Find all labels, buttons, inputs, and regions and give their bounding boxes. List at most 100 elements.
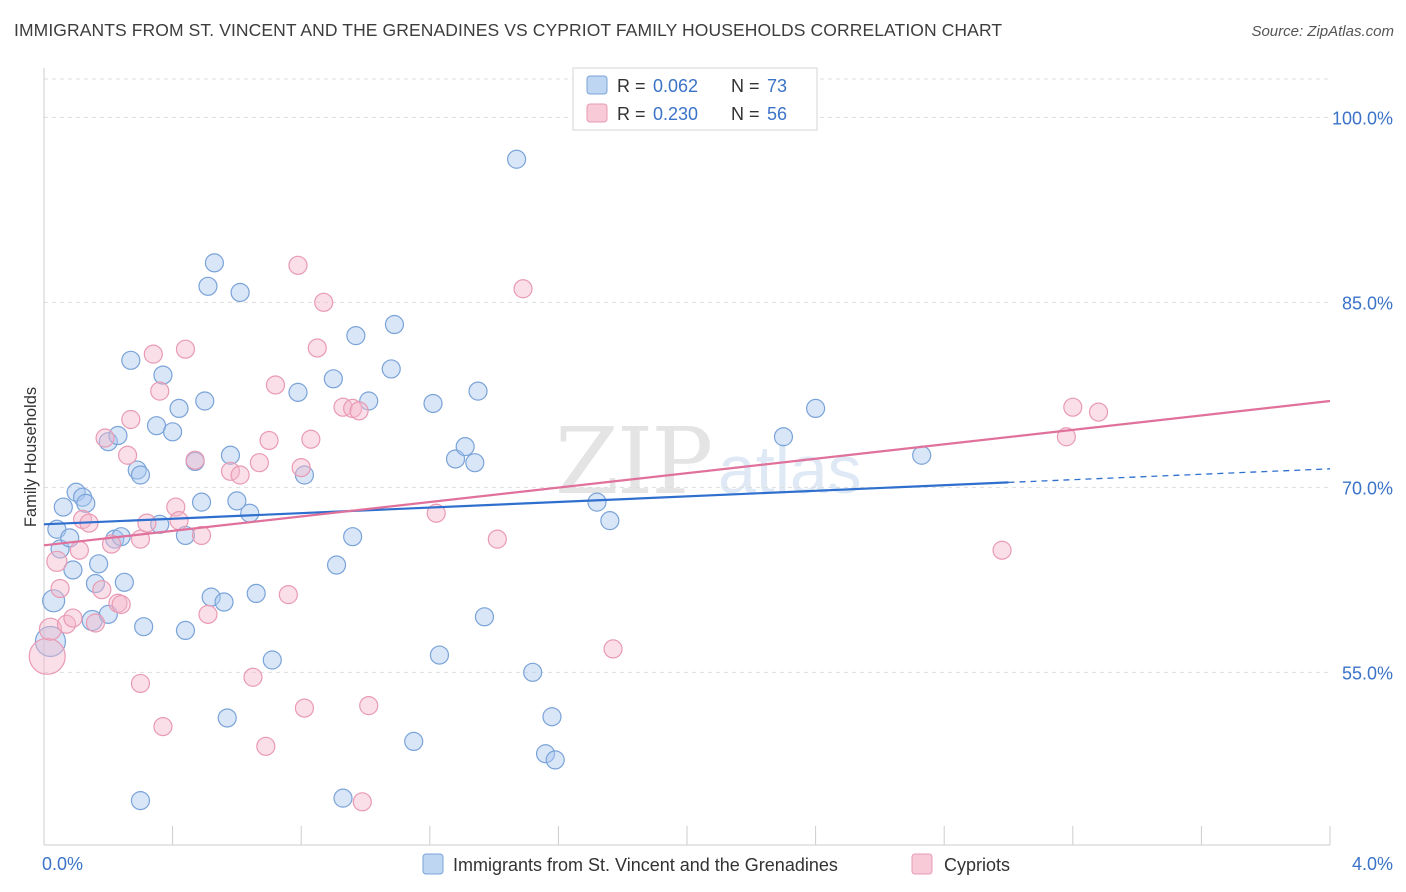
point-pink-17 <box>130 673 151 694</box>
point-blue-52 <box>381 359 401 379</box>
point-pink-1 <box>38 617 63 641</box>
point-pink-36 <box>278 585 298 605</box>
point-blue-67 <box>587 492 607 512</box>
point-pink-13 <box>108 593 128 613</box>
point-pink-43 <box>333 397 353 417</box>
point-blue-58 <box>455 437 475 457</box>
legend-top-r-value-blue: 0.062 <box>653 76 698 96</box>
point-pink-9 <box>85 613 106 633</box>
legend-top-n-label-pink: N = <box>731 104 765 124</box>
point-blue-55 <box>423 393 443 414</box>
point-blue-60 <box>468 381 488 401</box>
point-pink-26 <box>185 450 205 470</box>
point-blue-18 <box>114 572 134 592</box>
point-blue-39 <box>227 491 247 511</box>
point-pink-32 <box>249 453 270 473</box>
point-blue-41 <box>240 503 260 523</box>
point-blue-72 <box>130 790 151 811</box>
series-blue-points <box>34 149 932 811</box>
point-blue-25 <box>153 365 173 385</box>
legend-top-r-value-pink: 0.230 <box>653 104 698 124</box>
point-blue-53 <box>384 314 405 335</box>
y-tick-label-0: 100.0% <box>1332 108 1393 128</box>
point-pink-16 <box>121 409 141 430</box>
point-blue-13 <box>98 432 118 452</box>
point-pink-50 <box>513 279 533 299</box>
point-pink-29 <box>220 461 241 481</box>
point-pink-54 <box>1063 397 1083 417</box>
legend-top-r-label-pink: R = <box>617 104 651 124</box>
trend-lines <box>43 399 1331 547</box>
point-blue-26 <box>163 422 183 442</box>
point-pink-15 <box>117 445 138 465</box>
x-tick-label-1: 4.0% <box>1352 854 1393 874</box>
trend-line-blue-extension <box>1008 468 1331 484</box>
legend-top-n-value-blue: 73 <box>767 76 787 96</box>
legend-top-n-value-pink: 56 <box>767 104 787 124</box>
point-blue-27 <box>169 398 189 418</box>
point-blue-69 <box>773 427 794 447</box>
point-blue-32 <box>195 391 215 411</box>
point-blue-4 <box>53 497 73 517</box>
point-blue-7 <box>66 482 86 502</box>
point-pink-33 <box>256 736 276 756</box>
legend-top-box <box>572 67 818 131</box>
point-blue-0 <box>34 625 67 658</box>
source-note: Source: ZipAtlas.com <box>1251 23 1394 40</box>
x-tick-labels: 0.0% 4.0% <box>42 854 1393 874</box>
legend-top-r-label-blue: R = <box>617 76 651 96</box>
trend-line-pink <box>43 399 1331 547</box>
point-pink-28 <box>198 604 218 624</box>
point-pink-14 <box>111 594 131 615</box>
x-tick-label-0: 0.0% <box>42 854 83 874</box>
x-ticks <box>172 826 1331 845</box>
point-blue-9 <box>76 493 96 513</box>
point-blue-48 <box>333 788 353 808</box>
point-blue-54 <box>404 731 424 752</box>
point-pink-11 <box>95 428 115 448</box>
point-blue-36 <box>214 592 234 612</box>
legend-top: R = 0.062 N = 73 R = 0.230 N = 56 <box>572 67 818 131</box>
point-blue-68 <box>600 511 620 531</box>
point-blue-35 <box>204 253 224 273</box>
point-blue-40 <box>230 282 250 303</box>
point-pink-53 <box>1056 427 1076 447</box>
point-pink-0 <box>28 637 66 675</box>
point-pink-12 <box>101 534 122 554</box>
point-pink-3 <box>50 578 70 599</box>
trend-line-blue <box>43 481 1009 526</box>
point-pink-24 <box>169 511 189 531</box>
legend-top-swatch-pink <box>586 103 608 123</box>
point-blue-37 <box>217 708 237 728</box>
point-pink-22 <box>153 716 173 737</box>
point-blue-49 <box>343 527 363 547</box>
legend-bottom-swatch-blue <box>422 853 444 875</box>
y-tick-label-3: 55.0% <box>1342 663 1393 683</box>
point-blue-12 <box>89 554 109 574</box>
point-pink-47 <box>359 696 379 716</box>
point-pink-49 <box>487 529 507 549</box>
point-blue-64 <box>535 744 556 764</box>
point-blue-47 <box>326 555 347 575</box>
point-pink-52 <box>992 540 1012 560</box>
point-blue-44 <box>288 382 308 402</box>
point-pink-37 <box>288 255 308 275</box>
point-pink-46 <box>352 792 372 812</box>
gridlines <box>44 78 1330 673</box>
point-blue-46 <box>323 369 343 389</box>
point-blue-51 <box>359 391 379 411</box>
point-pink-41 <box>307 338 327 358</box>
point-blue-56 <box>429 645 450 665</box>
point-pink-6 <box>69 540 89 560</box>
point-blue-70 <box>805 398 826 418</box>
point-blue-22 <box>134 617 154 637</box>
legend-top-n-label-blue: N = <box>731 76 765 96</box>
point-blue-31 <box>191 492 212 512</box>
point-pink-27 <box>191 525 212 546</box>
point-pink-25 <box>175 339 196 359</box>
point-blue-21 <box>130 465 151 485</box>
chart-title: IMMIGRANTS FROM ST. VINCENT AND THE GREN… <box>14 20 1003 40</box>
point-blue-62 <box>507 149 527 169</box>
legend-top-swatch-blue <box>586 75 608 95</box>
